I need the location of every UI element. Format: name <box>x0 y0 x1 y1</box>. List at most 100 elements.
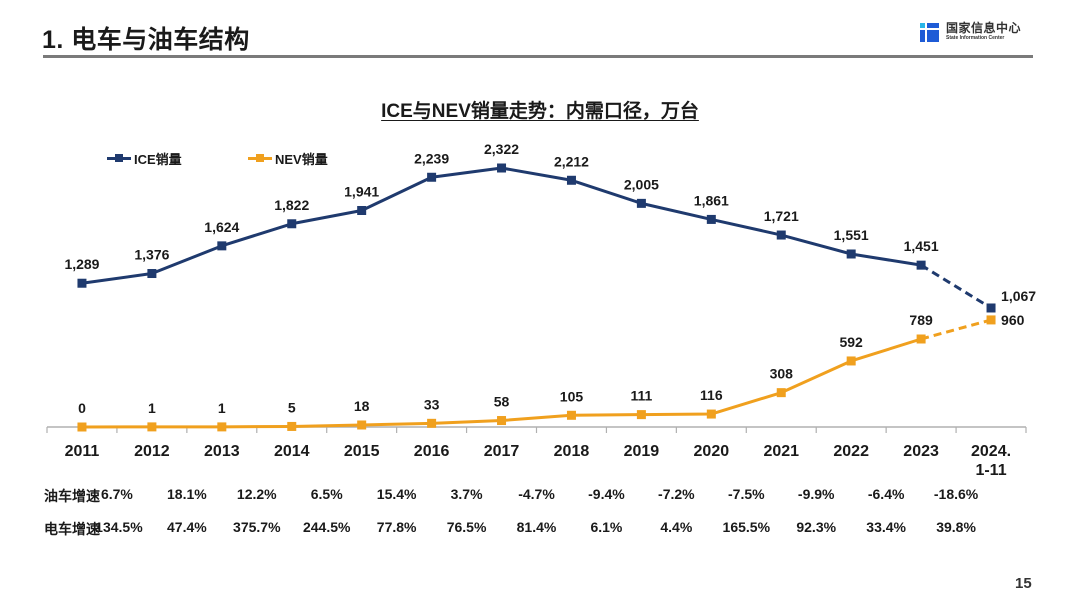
table-cell: -9.4% <box>588 486 625 502</box>
data-point-ice <box>287 219 297 229</box>
logo-text-en: State Information Center <box>946 35 1005 41</box>
data-label-ice: 1,822 <box>274 197 309 213</box>
legend-label-nev: NEV销量 <box>275 152 328 167</box>
data-label-ice: 2,212 <box>554 153 589 169</box>
data-label-ice: 1,289 <box>64 256 99 272</box>
data-label-nev: 0 <box>78 400 86 416</box>
data-point-ice <box>776 230 786 240</box>
data-point-nev <box>497 416 507 426</box>
data-label-ice: 1,861 <box>694 192 729 208</box>
data-label-ice: 1,067 <box>1001 288 1036 304</box>
x-tick-label: 1-11 <box>975 462 1006 479</box>
data-label-ice: 1,376 <box>134 247 169 263</box>
table-cell: 47.4% <box>166 519 207 535</box>
data-label-ice: 1,941 <box>344 183 379 199</box>
table-cell: 244.5% <box>302 519 351 535</box>
slide-title: 1. 电车与油车结构 <box>42 26 250 54</box>
legend-item-nev: NEV销量 <box>248 149 328 168</box>
table-cell: -18.6% <box>933 486 979 502</box>
table-cell: 165.5% <box>722 519 771 535</box>
legend-swatch-ice <box>107 154 131 162</box>
x-tick-label: 2012 <box>134 443 170 460</box>
data-label-ice: 2,005 <box>624 176 659 192</box>
data-point-nev <box>427 418 437 428</box>
data-label-nev: 592 <box>839 334 863 350</box>
logo-text-cn: 国家信息中心 <box>946 21 1022 35</box>
data-label-nev: 789 <box>909 312 933 328</box>
x-tick-label: 2011 <box>65 443 100 460</box>
x-tick-label: 2016 <box>414 443 450 460</box>
legend-item-ice: ICE销量 <box>107 149 182 168</box>
data-label-ice: 1,624 <box>204 219 239 235</box>
data-point-ice <box>427 172 437 182</box>
data-point-nev <box>916 334 926 344</box>
data-point-nev <box>357 420 367 430</box>
table-cell: 134.5% <box>95 519 143 535</box>
data-point-ice <box>706 214 716 224</box>
logo-icon <box>920 22 939 42</box>
data-point-ice <box>497 163 507 173</box>
table-cell: 39.8% <box>936 519 976 535</box>
table-cell: 15.4% <box>376 486 417 502</box>
table-cell: 18.1% <box>166 486 207 502</box>
table-cell: 6.1% <box>590 519 623 535</box>
logo: 国家信息中心 State Information Center <box>920 22 1021 42</box>
data-label-nev: 960 <box>1001 312 1025 328</box>
table-cell: 6.5% <box>310 486 343 502</box>
table-cell: -9.9% <box>797 486 835 502</box>
table-cell: 12.2% <box>236 486 277 502</box>
data-label-nev: 111 <box>630 388 652 404</box>
table-cell: 77.8% <box>376 519 417 535</box>
x-tick-label: 2022 <box>833 443 869 460</box>
data-point-ice <box>566 175 576 185</box>
x-tick-label: 2024. <box>971 443 1011 460</box>
data-label-nev: 1 <box>148 400 156 416</box>
data-point-nev <box>287 421 297 431</box>
table-cell: 76.5% <box>446 519 487 535</box>
data-label-ice: 1,451 <box>904 238 939 254</box>
page-number: 15 <box>1015 575 1032 592</box>
legend-swatch-nev <box>248 154 272 162</box>
table-cell: -6.4% <box>867 486 905 502</box>
x-tick-label: 2015 <box>344 443 380 460</box>
table-cell: 92.3% <box>796 519 837 535</box>
legend-label-ice: ICE销量 <box>134 152 182 167</box>
series-line-nev <box>81 337 922 429</box>
x-tick-label: 2020 <box>694 443 730 460</box>
table-cell: 6.7% <box>100 486 133 502</box>
table-cell: 33.4% <box>866 519 906 535</box>
table-cell: 375.7% <box>233 519 281 535</box>
data-label-ice: 1,551 <box>834 227 869 243</box>
x-tick-label: 2013 <box>204 443 240 460</box>
data-point-ice <box>357 205 367 215</box>
data-label-nev: 105 <box>560 388 584 404</box>
x-tick-label: 2014 <box>274 443 310 460</box>
x-tick-label: 2017 <box>484 443 520 460</box>
data-label-nev: 116 <box>700 387 723 403</box>
table-cell: 3.7% <box>450 486 483 502</box>
data-point-nev <box>706 409 716 419</box>
title-divider <box>43 55 1033 58</box>
x-tick-label: 2021 <box>763 443 799 460</box>
data-label-ice: 1,721 <box>764 208 799 224</box>
table-cell: -7.5% <box>727 486 765 502</box>
series-projection-ice <box>920 263 992 310</box>
data-point-nev <box>77 422 87 432</box>
x-tick-label: 2018 <box>554 443 590 460</box>
data-point-nev <box>147 422 157 432</box>
table-cell: -4.7% <box>518 486 555 502</box>
data-label-nev: 308 <box>770 366 794 382</box>
data-point-nev <box>986 315 996 325</box>
table-row-label: 电车增速 <box>44 521 100 537</box>
data-point-ice <box>147 269 157 279</box>
table-cell: 81.4% <box>516 519 557 535</box>
x-tick-label: 2023 <box>903 443 939 460</box>
data-label-ice: 2,239 <box>414 150 449 166</box>
data-point-ice <box>77 278 87 288</box>
chart-title-wrap: ICE与NEV销量走势：内需口径，万台 <box>0 96 1080 123</box>
table-cell: -7.2% <box>658 486 695 502</box>
data-point-nev <box>846 356 856 366</box>
data-point-nev <box>636 410 646 420</box>
data-label-ice: 2,322 <box>484 141 519 157</box>
